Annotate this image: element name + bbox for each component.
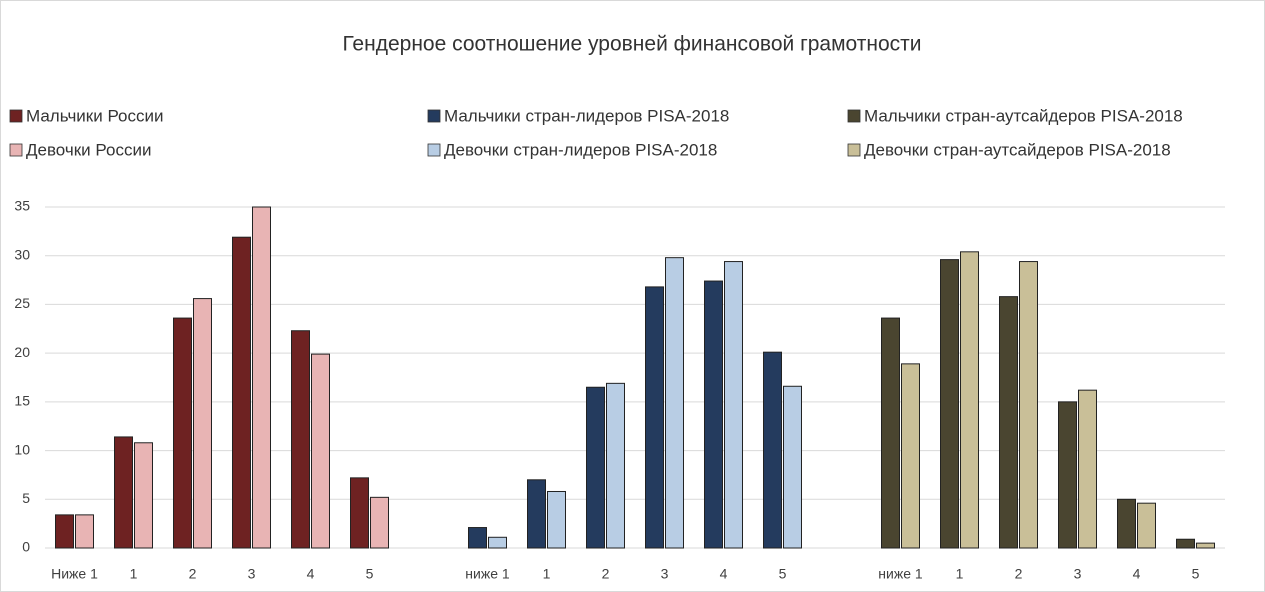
bar — [783, 385, 802, 549]
x-tick-label: ниже 1 — [465, 566, 510, 582]
legend-label: Мальчики стран-аутсайдеров PISA-2018 — [864, 106, 1183, 125]
bar — [527, 479, 546, 549]
bar — [488, 536, 507, 549]
legend-swatch — [9, 109, 23, 123]
legend: Мальчики России Девочки России Мальчики ст… — [9, 106, 1183, 159]
legend-label: Мальчики России — [26, 106, 164, 125]
x-tick-label: 1 — [130, 566, 138, 582]
bar — [252, 206, 271, 549]
bar — [232, 236, 251, 549]
legend-label: Мальчики стран-лидеров PISA-2018 — [444, 106, 729, 125]
bar — [1137, 502, 1156, 549]
x-tick-label: 2 — [1015, 566, 1023, 582]
bar — [1196, 542, 1215, 549]
bar — [55, 514, 74, 549]
y-tick-label: 25 — [14, 295, 30, 311]
y-tick-label: 15 — [14, 393, 30, 409]
x-tick-label: 3 — [248, 566, 256, 582]
bar — [999, 296, 1018, 549]
bar — [134, 442, 153, 549]
bar — [547, 490, 566, 549]
bar — [940, 259, 959, 549]
legend-label: Девочки России — [26, 140, 151, 159]
bar — [350, 477, 369, 549]
x-tick-label: ниже 1 — [878, 566, 923, 582]
x-tick-label: 4 — [1133, 566, 1141, 582]
bar — [606, 382, 625, 549]
x-tick-label: 2 — [602, 566, 610, 582]
bar — [114, 436, 133, 549]
y-tick-label: 10 — [14, 441, 30, 457]
bar — [704, 280, 723, 549]
bar — [586, 386, 605, 549]
bar — [1058, 401, 1077, 549]
bar — [665, 257, 684, 549]
legend-label: Девочки стран-аутсайдеров PISA-2018 — [864, 140, 1171, 159]
legend-swatch — [847, 109, 861, 123]
bar — [468, 527, 487, 549]
bar — [193, 298, 212, 549]
y-tick-label: 0 — [22, 539, 30, 555]
x-tick-label: 4 — [307, 566, 315, 582]
bar — [75, 514, 94, 549]
x-tick-label: 5 — [779, 566, 787, 582]
bar — [645, 286, 664, 549]
legend-swatch — [427, 143, 441, 157]
x-tick-label: 1 — [956, 566, 964, 582]
bar — [901, 363, 920, 549]
bar — [1176, 538, 1195, 549]
bar — [370, 496, 389, 549]
y-tick-label: 35 — [14, 198, 30, 214]
x-tick-label: 3 — [1074, 566, 1082, 582]
bar — [763, 351, 782, 549]
x-tick-label: 1 — [543, 566, 551, 582]
bar — [1019, 261, 1038, 549]
legend-swatch — [9, 143, 23, 157]
y-tick-label: 30 — [14, 246, 30, 262]
y-tick-label: 5 — [22, 490, 30, 506]
bar — [1117, 498, 1136, 549]
x-tick-label: 5 — [366, 566, 374, 582]
bar — [173, 317, 192, 549]
y-tick-label: 20 — [14, 344, 30, 360]
bar — [960, 251, 979, 549]
bar — [1078, 389, 1097, 549]
bar — [724, 261, 743, 549]
x-tick-label: Ниже 1 — [51, 566, 98, 582]
legend-swatch — [427, 109, 441, 123]
x-tick-label: 4 — [720, 566, 728, 582]
legend-swatch — [847, 143, 861, 157]
bar — [311, 353, 330, 549]
x-tick-label: 3 — [661, 566, 669, 582]
bar — [291, 330, 310, 549]
bar — [881, 317, 900, 549]
chart-title: Гендерное соотношение уровней финансовой… — [342, 33, 921, 56]
legend-label: Девочки стран-лидеров PISA-2018 — [444, 140, 717, 159]
x-tick-label: 5 — [1192, 566, 1200, 582]
x-tick-label: 2 — [189, 566, 197, 582]
